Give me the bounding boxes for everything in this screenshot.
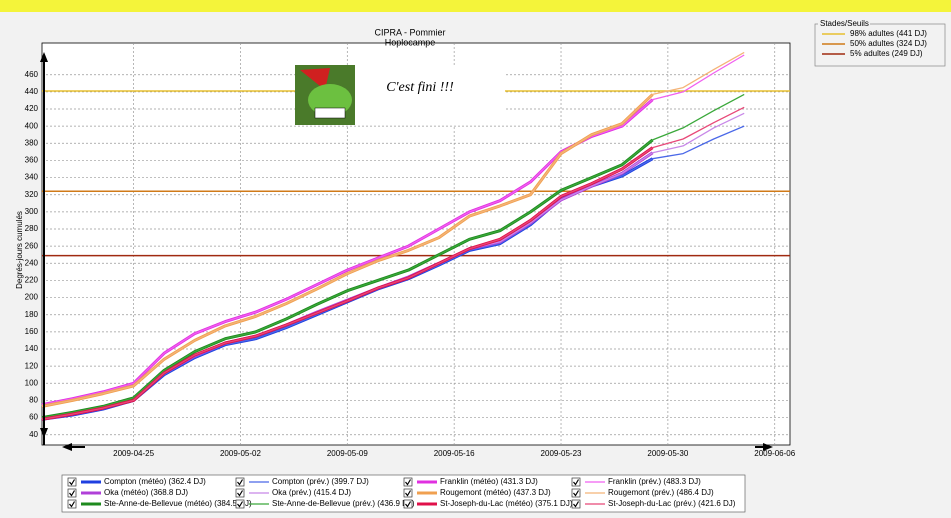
arrow-head [40, 428, 48, 438]
check-mark [69, 501, 76, 508]
y-tick-label: 280 [25, 224, 39, 233]
y-tick-label: 80 [29, 396, 38, 405]
y-tick-label: 400 [25, 121, 39, 130]
top-bar [0, 0, 951, 12]
series-line [41, 93, 745, 419]
chart-title: CIPRA - Pommier [374, 27, 445, 37]
y-tick-label: 320 [25, 190, 39, 199]
x-tick-label: 2009-05-23 [541, 449, 582, 458]
legend-label: Rougemont (météo) (437.3 DJ) [440, 488, 551, 497]
x-tick-label: 2009-05-09 [327, 449, 368, 458]
legend-title-bg [818, 19, 870, 28]
legend-checkbox[interactable] [67, 488, 77, 498]
series-line [41, 106, 745, 420]
legend-label: St-Joseph-du-Lac (météo) (375.1 DJ) [440, 499, 573, 508]
mascot-teeth [314, 107, 346, 119]
legend-label: Compton (météo) (362.4 DJ) [104, 477, 206, 486]
y-tick-label: 140 [25, 344, 39, 353]
series-line [41, 54, 745, 406]
x-tick-label: 2009-04-25 [113, 449, 154, 458]
check-mark [405, 479, 412, 486]
x-tick-label: 2009-05-02 [220, 449, 261, 458]
arrow-head [62, 443, 72, 451]
legend-label: Franklin (météo) (431.3 DJ) [440, 477, 538, 486]
check-mark [69, 490, 76, 497]
legend-checkbox[interactable] [67, 477, 77, 487]
legend-label: Ste-Anne-de-Bellevue (météo) (384.5 DJ) [104, 499, 252, 508]
legend-checkbox[interactable] [571, 499, 581, 509]
legend-checkbox[interactable] [403, 499, 413, 509]
y-tick-label: 460 [25, 70, 39, 79]
legend-label: 98% adultes (441 DJ) [850, 29, 927, 38]
legend-label: Compton (prév.) (399.7 DJ) [272, 477, 369, 486]
legend-label: St-Joseph-du-Lac (prév.) (421.6 DJ) [608, 499, 736, 508]
y-tick-label: 60 [29, 413, 38, 422]
annotation: C'est fini !!! [386, 80, 454, 95]
check-mark [573, 479, 580, 486]
check-mark [573, 501, 580, 508]
y-tick-label: 120 [25, 361, 39, 370]
legend-checkbox[interactable] [235, 499, 245, 509]
y-tick-label: 180 [25, 310, 39, 319]
legend-label: 50% adultes (324 DJ) [850, 39, 927, 48]
y-tick-label: 40 [29, 430, 38, 439]
legend-checkbox[interactable] [403, 477, 413, 487]
legend-checkbox[interactable] [571, 477, 581, 487]
legend-label: Franklin (prév.) (483.3 DJ) [608, 477, 701, 486]
legend-label: Rougemont (prév.) (486.4 DJ) [608, 488, 714, 497]
y-axis-label: Degrés-jours cumulés [15, 211, 24, 289]
legend-checkbox[interactable] [403, 488, 413, 498]
x-tick-label: 2009-06-06 [754, 449, 795, 458]
x-tick-label: 2009-05-16 [434, 449, 475, 458]
legend-title: Stades/Seuils [820, 19, 869, 28]
y-tick-label: 220 [25, 276, 39, 285]
legend-label: Oka (météo) (368.8 DJ) [104, 488, 188, 497]
check-mark [405, 490, 412, 497]
y-tick-label: 360 [25, 156, 39, 165]
annotation-image: C'est fini !!! [295, 65, 505, 125]
legend-label: Ste-Anne-de-Bellevue (prév.) (436.9 DJ) [272, 499, 415, 508]
mascot-hat [300, 68, 330, 90]
y-tick-label: 200 [25, 293, 39, 302]
marks [41, 43, 790, 445]
legend-label: Oka (prév.) (415.4 DJ) [272, 488, 351, 497]
x-tick-label: 2009-05-30 [647, 449, 688, 458]
y-tick-label: 420 [25, 104, 39, 113]
y-tick-label: 240 [25, 258, 39, 267]
chart-subtitle: Hoplocampe [385, 37, 436, 47]
check-mark [69, 479, 76, 486]
check-mark [237, 501, 244, 508]
y-tick-label: 100 [25, 378, 39, 387]
y-tick-label: 160 [25, 327, 39, 336]
series-line [41, 51, 745, 408]
legend-checkbox[interactable] [571, 488, 581, 498]
y-tick-label: 340 [25, 173, 39, 182]
arrow-head [763, 443, 773, 451]
legend-checkbox[interactable] [235, 488, 245, 498]
y-tick-label: 260 [25, 241, 39, 250]
y-tick-label: 300 [25, 207, 39, 216]
check-mark [237, 490, 244, 497]
threshold-legend-box [814, 23, 946, 67]
arrow-head [40, 52, 48, 62]
legend-checkbox[interactable] [67, 499, 77, 509]
check-mark [405, 501, 412, 508]
legend-label: 5% adultes (249 DJ) [850, 49, 923, 58]
y-tick-label: 440 [25, 87, 39, 96]
series-legend-box [61, 474, 746, 513]
check-mark [237, 479, 244, 486]
legend-checkbox[interactable] [235, 477, 245, 487]
y-tick-label: 380 [25, 138, 39, 147]
check-mark [573, 490, 580, 497]
axis-arrows [40, 52, 773, 451]
